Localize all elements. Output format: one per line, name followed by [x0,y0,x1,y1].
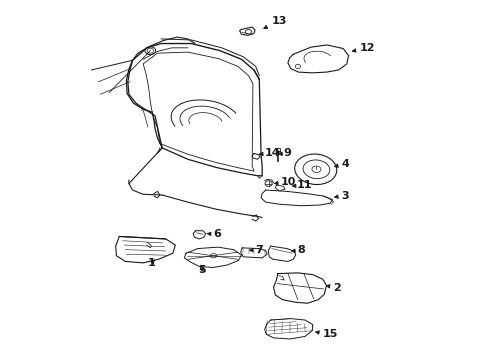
Text: 7: 7 [249,245,264,255]
Text: 9: 9 [278,148,292,158]
Text: 15: 15 [316,329,338,339]
Text: 4: 4 [335,159,349,169]
Text: 13: 13 [264,16,287,28]
Text: 6: 6 [207,229,220,239]
Text: 5: 5 [198,265,205,275]
Text: 1: 1 [148,258,156,268]
Ellipse shape [294,154,337,185]
Text: 12: 12 [352,43,375,53]
Text: 14: 14 [259,148,280,158]
Text: 2: 2 [326,283,342,293]
Text: 10: 10 [274,177,296,187]
Bar [276,148,280,151]
Text: 3: 3 [335,191,349,201]
Text: 11: 11 [293,180,312,190]
Text: 8: 8 [292,245,306,255]
